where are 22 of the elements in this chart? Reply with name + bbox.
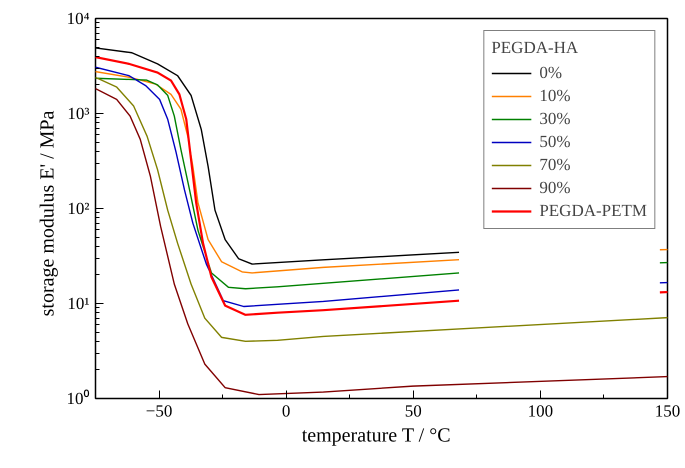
y-tick-label: 10³	[67, 104, 90, 123]
line-series	[96, 88, 668, 396]
legend-label: 30%	[539, 109, 570, 129]
y-tick-label: 10⁰	[66, 389, 90, 408]
legend-label: 0%	[539, 63, 562, 83]
x-tick-label: 150	[654, 402, 680, 420]
legend-label: 50%	[539, 132, 570, 152]
legend-label: PEGDA-PETM	[539, 201, 647, 221]
y-tick-label: 10¹	[67, 294, 90, 313]
y-axis-title: storage modulus E' / MPa	[36, 110, 58, 316]
y-tick-label: 10⁴	[66, 9, 90, 28]
line-series	[96, 76, 668, 342]
x-tick-label: 100	[528, 402, 554, 420]
x-tick-label: 0	[282, 402, 290, 420]
legend-title: PEGDA-HA	[491, 38, 580, 58]
x-axis-title: temperature T / °C	[302, 424, 451, 446]
legend-label: 70%	[539, 155, 570, 175]
legend-label: 90%	[539, 178, 570, 198]
x-tick-label: 50	[404, 402, 422, 420]
legend-label: 10%	[539, 86, 570, 106]
x-tick-label: −50	[146, 402, 172, 420]
y-tick-label: 10²	[67, 199, 90, 218]
